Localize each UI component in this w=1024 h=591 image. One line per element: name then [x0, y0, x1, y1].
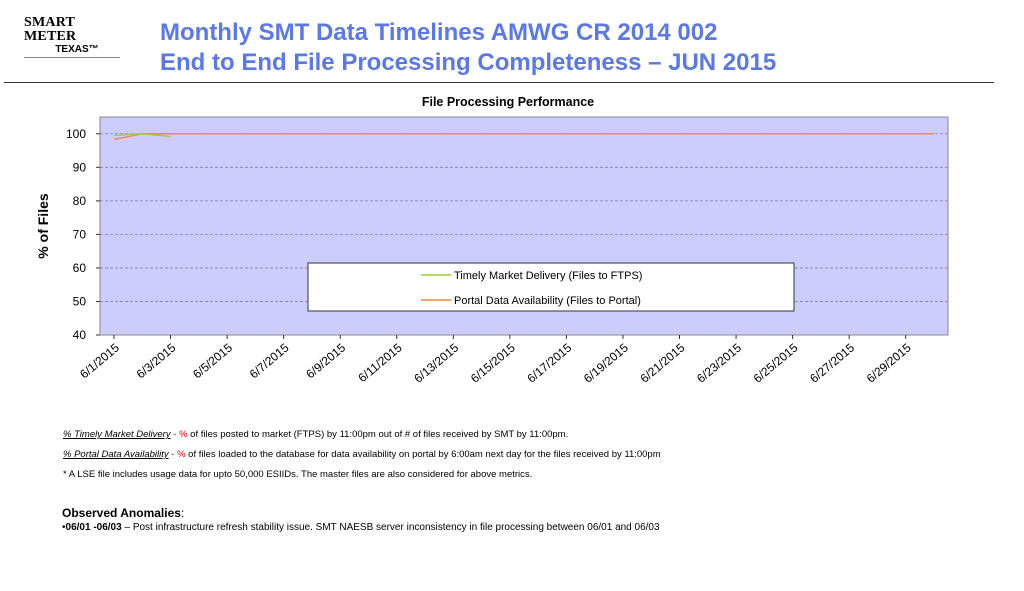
- legend-box: [307, 262, 795, 312]
- x-tick-label: 6/5/2015: [190, 340, 235, 381]
- note-1-sep: -: [170, 429, 180, 440]
- x-tick-label: 6/17/2015: [524, 340, 574, 385]
- anomalies-heading-text: Observed Anomalies: [62, 506, 181, 520]
- x-tick-label: 6/21/2015: [638, 340, 688, 385]
- y-axis-ticks: 40 50 60 70 80 90 100: [66, 127, 100, 342]
- x-tick-label: 6/27/2015: [807, 340, 857, 385]
- note-timely-market-delivery: % Timely Market Delivery - % of files po…: [63, 425, 661, 445]
- note-1-label: % Timely Market Delivery: [63, 429, 171, 440]
- note-2-sep: -: [168, 449, 178, 460]
- anomaly-item: •06/01 -06/03 – Post infrastructure refr…: [62, 521, 660, 535]
- anomalies-heading: Observed Anomalies:: [62, 505, 660, 521]
- note-1-text: of files posted to market (FTPS) by 11:0…: [187, 429, 569, 440]
- metric-notes: % Timely Market Delivery - % of files po…: [63, 425, 661, 485]
- logo-underline: [24, 57, 120, 58]
- anomalies-heading-colon: :: [180, 506, 185, 520]
- observed-anomalies: Observed Anomalies: •06/01 -06/03 – Post…: [62, 505, 660, 535]
- x-tick-label: 6/13/2015: [411, 340, 461, 385]
- x-tick-label: 6/29/2015: [864, 340, 914, 385]
- anomaly-text: Post infrastructure refresh stability is…: [132, 522, 660, 533]
- anomaly-bullet: •: [62, 522, 66, 533]
- file-processing-chart: File Processing Performance 40 50 60 70 80 90…: [35, 95, 949, 386]
- x-tick-label: 6/15/2015: [468, 340, 518, 385]
- x-tick-label: 6/7/2015: [247, 340, 292, 381]
- x-tick-label: 6/1/2015: [77, 340, 122, 381]
- y-tick-label: 70: [73, 227, 87, 241]
- note-2-pct: %: [177, 449, 186, 460]
- series-line-1: [113, 133, 934, 141]
- note-lse-file: * A LSE file includes usage data for upt…: [63, 469, 533, 480]
- note-1-pct: %: [179, 429, 188, 440]
- series-line-0: [113, 133, 171, 138]
- x-tick-label: 6/9/2015: [303, 340, 348, 381]
- note-2-text: of files loaded to the database for data…: [185, 449, 661, 460]
- anomaly-dash: –: [121, 522, 133, 533]
- logo-line-1: SMART METER: [24, 15, 77, 44]
- legend-label: Timely Market Delivery (Files to FTPS): [454, 270, 642, 282]
- page-title: Monthly SMT Data Timelines AMWG CR 2014 …: [160, 18, 776, 78]
- y-tick-label: 90: [73, 160, 87, 174]
- y-tick-label: 80: [73, 194, 87, 208]
- logo-line-2: TEXAS™: [55, 44, 99, 55]
- x-tick-label: 6/3/2015: [134, 340, 179, 381]
- page-title-line-2: End to End File Processing Completeness …: [160, 49, 777, 76]
- y-axis-label: % of Files: [35, 193, 51, 259]
- series-lines: [113, 133, 934, 141]
- x-tick-label: 6/19/2015: [581, 340, 631, 385]
- note-2-label: % Portal Data Availability: [63, 449, 169, 460]
- x-tick-label: 6/11/2015: [355, 340, 404, 385]
- x-axis-ticks: 6/1/2015 6/3/2015 6/5/2015 6/7/2015 6/9/2015…: [77, 335, 914, 386]
- x-tick-label: 6/25/2015: [751, 340, 801, 385]
- x-tick-label: 6/23/2015: [694, 340, 744, 385]
- legend-label: Portal Data Availability (Files to Porta…: [454, 295, 641, 307]
- y-tick-label: 50: [73, 294, 87, 308]
- anomaly-dates: 06/01 -06/03: [65, 522, 122, 533]
- note-portal-data-availability: % Portal Data Availability - % of files …: [63, 445, 661, 465]
- y-tick-label: 40: [73, 328, 87, 342]
- chart-legend: Timely Market Delivery (Files to FTPS) Po…: [307, 262, 795, 312]
- chart-title: File Processing Performance: [422, 95, 594, 109]
- y-tick-label: 60: [73, 261, 87, 275]
- page-title-line-1: Monthly SMT Data Timelines AMWG CR 2014 …: [160, 19, 718, 46]
- y-tick-label: 100: [66, 127, 86, 141]
- smart-meter-texas-logo: SMART METER TEXAS™: [24, 16, 124, 58]
- title-divider: [4, 82, 994, 83]
